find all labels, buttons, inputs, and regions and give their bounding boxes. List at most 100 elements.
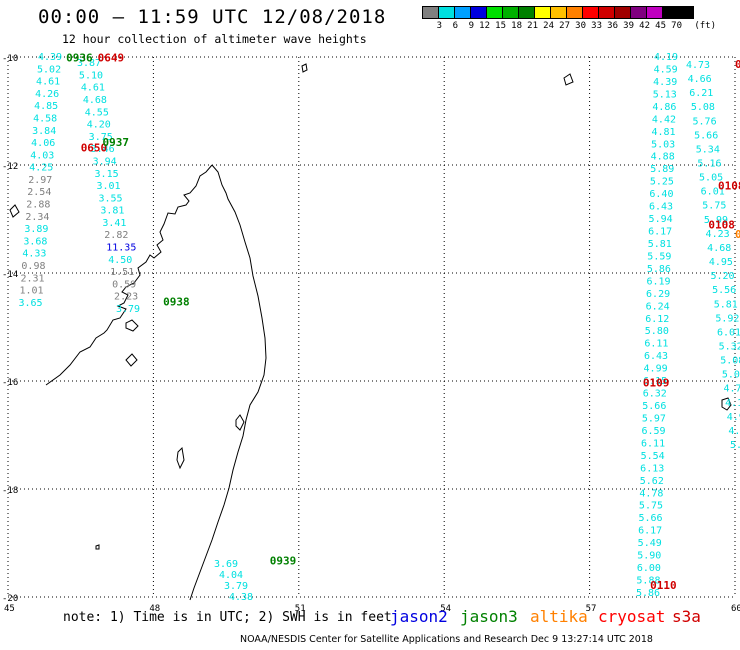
swh-label: 3.15 <box>95 169 119 180</box>
comoros-island <box>125 319 139 332</box>
swh-label: 3.87 <box>77 58 101 69</box>
swh-label: 4.03 <box>30 150 54 161</box>
swh-label: 6.17 <box>648 227 672 238</box>
island-west <box>9 204 20 218</box>
swh-label: 5.75 <box>639 501 663 512</box>
pass-time-label: 010 <box>735 58 740 71</box>
swh-label: 4.86 <box>652 102 676 113</box>
color-scale-cell <box>438 6 454 19</box>
chart-subtitle: 12 hour collection of altimeter wave hei… <box>62 32 367 46</box>
island-dot-1 <box>301 63 308 73</box>
swh-label: 11.35 <box>106 243 136 254</box>
island-dot-2 <box>95 544 100 550</box>
lon-tick-label: 51 <box>295 604 306 614</box>
color-scale-label: 21 <box>527 21 538 31</box>
color-scale-cell <box>518 6 534 19</box>
swh-label: 4.20 <box>87 120 111 131</box>
swh-label: 4.04 <box>219 570 243 581</box>
swh-label: 2.82 <box>104 230 128 241</box>
swh-label: 4.39 <box>653 77 677 88</box>
swh-label: 1.51 <box>110 267 134 278</box>
swh-label: 4.38 <box>229 592 253 603</box>
lon-tick-label: 48 <box>149 604 160 614</box>
swh-label: 4.99 <box>644 364 668 375</box>
lat-tick-label: -14 <box>2 270 18 280</box>
color-scale-label: 39 <box>623 21 634 31</box>
swh-label: 6.59 <box>641 426 665 437</box>
color-scale-label: 42 <box>639 21 650 31</box>
swh-label: 3.79 <box>116 304 140 315</box>
madagascar-coastline <box>45 164 213 386</box>
swh-label: 5.81 <box>714 299 738 310</box>
swh-label: 5.05 <box>699 173 723 184</box>
pass-time-label: 0108 <box>708 219 735 232</box>
swh-label: 6.01 <box>701 187 725 198</box>
swh-label: 6.24 <box>646 301 670 312</box>
swh-label: 6.01 <box>717 327 740 338</box>
swh-label: 4.39 <box>38 52 62 63</box>
swh-label: 5.02 <box>37 64 61 75</box>
swh-label: 4.55 <box>85 107 109 118</box>
swh-label: 4.23 <box>706 229 730 240</box>
color-scale-cell <box>534 6 550 19</box>
swh-label: 4.66 <box>688 74 712 85</box>
pass-time-label: 0109 <box>643 376 670 389</box>
swh-label: 2.34 <box>25 212 49 223</box>
swh-label: 5.59 <box>647 251 671 262</box>
swh-label: 4.25 <box>29 163 53 174</box>
swh-label: 5.81 <box>648 239 672 250</box>
pass-time-label: 0936 <box>66 51 93 64</box>
swh-label: 4.68 <box>83 95 107 106</box>
swh-label: 5.16 <box>697 159 721 170</box>
color-scale-label: 24 <box>543 21 554 31</box>
color-scale-label: 33 <box>591 21 602 31</box>
swh-label: 6.11 <box>644 339 668 350</box>
swh-label: 6.00 <box>637 563 661 574</box>
color-scale-label: 12 <box>479 21 490 31</box>
swh-label: 5.94 <box>649 214 673 225</box>
swh-label: 5.04 <box>722 370 740 381</box>
swh-label: 5.13 <box>653 89 677 100</box>
color-scale-cell <box>470 6 486 19</box>
swh-label: 6.29 <box>646 289 670 300</box>
color-scale-label: 18 <box>511 21 522 31</box>
swh-label: 4.50 <box>108 255 132 266</box>
swh-label: 5.03 <box>730 440 740 451</box>
swh-label: 2.97 <box>28 175 52 186</box>
color-scale-unit: (ft) <box>694 21 716 31</box>
swh-label: 5.90 <box>637 551 661 562</box>
legend-item-s3a: s3a <box>672 607 701 626</box>
swh-label: 0.98 <box>21 261 45 272</box>
swh-label: 5.25 <box>650 177 674 188</box>
swh-label: 2.23 <box>114 292 138 303</box>
color-scale-label: 15 <box>495 21 506 31</box>
swh-label: 4.74 <box>723 384 740 395</box>
color-scale-labels: 3 6 9 12 15 18 21 24 27 30 33 36 39 42 45 70 (ft) <box>422 21 740 33</box>
island-east-1 <box>235 414 245 431</box>
swh-label: 4.78 <box>639 488 663 499</box>
swh-label: 5.97 <box>642 413 666 424</box>
color-scale-cell <box>614 6 630 19</box>
color-scale-label: 6 <box>452 21 458 31</box>
swh-label: 3.68 <box>23 236 47 247</box>
swh-label: 3.79 <box>224 581 248 592</box>
swh-label: 6.43 <box>644 351 668 362</box>
lon-tick-label: 60 <box>731 604 740 614</box>
swh-label: 3.69 <box>214 559 238 570</box>
coastline <box>9 63 732 601</box>
pass-time-labels: 0936064906500937093809390108010802010901… <box>66 51 740 592</box>
lat-tick-label: -18 <box>2 486 18 496</box>
pass-time-label: 0650 <box>81 142 108 155</box>
swh-label: 5.56 <box>712 285 736 296</box>
swh-label: 5.80 <box>645 326 669 337</box>
swh-label: 4.61 <box>36 77 60 88</box>
lat-tick-label: -20 <box>2 594 18 604</box>
swh-label: 3.01 <box>96 181 120 192</box>
pass-time-label: 0108 <box>718 179 740 192</box>
swh-label: 4.42 <box>652 114 676 125</box>
swh-label: 6.43 <box>649 202 673 213</box>
swh-label: 5.89 <box>650 164 674 175</box>
lat-tick-label: -12 <box>2 162 18 172</box>
color-scale-cell <box>422 6 438 19</box>
